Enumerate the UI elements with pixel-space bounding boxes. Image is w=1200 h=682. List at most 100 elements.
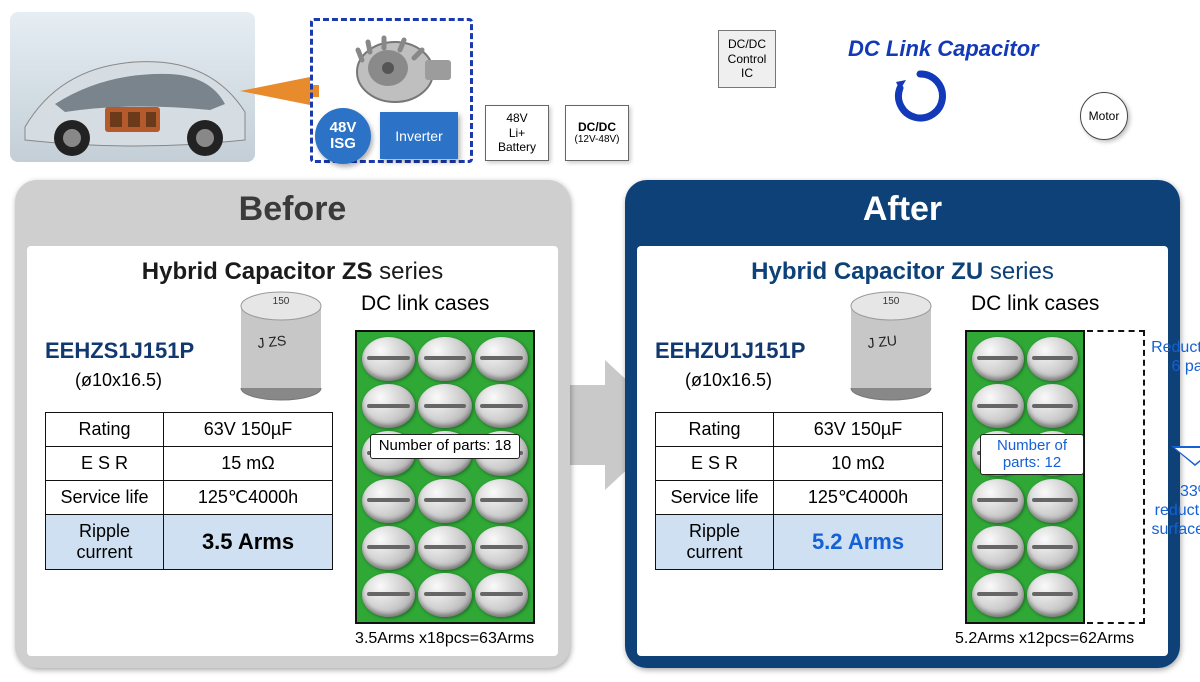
cell: Rating bbox=[46, 413, 164, 447]
capacitor-top-icon bbox=[475, 384, 528, 428]
ripple-value: 5.2 Arms bbox=[774, 515, 943, 570]
capacitor-top-icon bbox=[362, 479, 415, 523]
motor-node: Motor bbox=[1080, 92, 1128, 140]
cell: 15 mΩ bbox=[164, 447, 333, 481]
capacitor-top-icon bbox=[972, 573, 1024, 617]
capacitor-top-icon bbox=[475, 479, 528, 523]
before-spec-table: Rating63V 150µF E S R15 mΩ Service life1… bbox=[45, 412, 333, 570]
dcdc-ic-label: DC/DC Control IC bbox=[728, 37, 767, 80]
after-series-bold: Hybrid Capacitor ZU bbox=[751, 258, 983, 285]
capacitor-top-icon bbox=[418, 526, 471, 570]
capacitor-top-icon bbox=[1027, 479, 1079, 523]
before-calc: 3.5Arms x18pcs=63Arms bbox=[355, 630, 534, 648]
isg-badge: 48V ISG bbox=[315, 108, 371, 164]
capacitor-top-icon bbox=[418, 573, 471, 617]
after-title: After bbox=[625, 190, 1180, 229]
svg-text:J ZU: J ZU bbox=[867, 332, 898, 351]
capacitor-top-icon bbox=[362, 337, 415, 381]
alternator-image bbox=[340, 30, 460, 108]
dc-link-swirl-icon bbox=[890, 68, 950, 123]
capacitor-top-icon bbox=[362, 526, 415, 570]
cell: E S R bbox=[46, 447, 164, 481]
capacitor-top-icon bbox=[475, 526, 528, 570]
cell: 125℃4000h bbox=[164, 481, 333, 515]
before-parts-count-badge: Number of parts: 18 bbox=[370, 434, 520, 459]
capacitor-top-icon bbox=[475, 337, 528, 381]
capacitor-top-icon bbox=[972, 479, 1024, 523]
capacitor-top-icon bbox=[1027, 573, 1079, 617]
after-pcb-wrap bbox=[965, 330, 1085, 624]
before-panel-body: Hybrid Capacitor ZS series EEHZS1J151P (… bbox=[27, 246, 558, 656]
motor-label: Motor bbox=[1089, 109, 1120, 123]
before-series-bold: Hybrid Capacitor ZS bbox=[142, 258, 373, 285]
capacitor-top-icon bbox=[362, 573, 415, 617]
capacitor-top-icon bbox=[362, 384, 415, 428]
after-parts-count-badge: Number of parts: 12 bbox=[980, 434, 1084, 475]
after-dc-cases-label: DC link cases bbox=[971, 292, 1099, 316]
ripple-label: Ripple current bbox=[46, 515, 164, 570]
before-part-number: EEHZS1J151P bbox=[45, 338, 194, 364]
cell: 125℃4000h bbox=[774, 481, 943, 515]
capacitor-top-icon bbox=[418, 337, 471, 381]
after-removed-area-outline bbox=[1087, 330, 1145, 624]
battery-l1: 48V bbox=[506, 111, 527, 125]
cell: E S R bbox=[656, 447, 774, 481]
capacitor-top-icon bbox=[972, 384, 1024, 428]
after-panel: After Hybrid Capacitor ZU series EEHZU1J… bbox=[625, 180, 1180, 668]
svg-text:150: 150 bbox=[883, 296, 900, 307]
after-part-number: EEHZU1J151P bbox=[655, 338, 805, 364]
battery-l2: Li+ bbox=[509, 126, 525, 140]
dc-link-capacitor-title: DC Link Capacitor bbox=[848, 36, 1039, 62]
cell: Service life bbox=[46, 481, 164, 515]
capacitor-top-icon bbox=[418, 479, 471, 523]
capacitor-image: 150 J ZU bbox=[843, 288, 939, 404]
capacitor-top-icon bbox=[972, 337, 1024, 381]
after-size: (ø10x16.5) bbox=[685, 370, 772, 391]
battery-l3: Battery bbox=[498, 140, 536, 154]
cell: Service life bbox=[656, 481, 774, 515]
capacitor-top-icon bbox=[1027, 384, 1079, 428]
car-cutaway-image bbox=[10, 12, 255, 162]
inverter-box: Inverter bbox=[380, 112, 458, 159]
dcdc-control-ic-box: DC/DC Control IC bbox=[718, 30, 776, 88]
after-calc: 5.2Arms x12pcs=62Arms bbox=[955, 630, 1134, 648]
before-title: Before bbox=[15, 190, 570, 229]
callout-arrow-icon bbox=[240, 77, 310, 105]
svg-text:J ZS: J ZS bbox=[257, 332, 287, 351]
capacitor-top-icon bbox=[972, 526, 1024, 570]
cell: 10 mΩ bbox=[774, 447, 943, 481]
capacitor-top-icon bbox=[1027, 337, 1079, 381]
cell: 63V 150µF bbox=[164, 413, 333, 447]
top-row: 48V ISG Inverter 48V Li+ Battery DC/DC (… bbox=[10, 12, 1190, 167]
capacitor-image: 150 J ZS bbox=[233, 288, 329, 404]
cell: Rating bbox=[656, 413, 774, 447]
reduction-arrow-icon bbox=[1171, 446, 1200, 466]
reduction-area-text: 33% reduction in surface area bbox=[1151, 482, 1200, 540]
after-pcb-grid bbox=[965, 330, 1085, 624]
before-pcb-grid bbox=[355, 330, 535, 624]
after-panel-body: Hybrid Capacitor ZU series EEHZU1J151P (… bbox=[637, 246, 1168, 656]
dcdc-l2: (12V-48V) bbox=[574, 134, 619, 146]
battery-box: 48V Li+ Battery bbox=[485, 105, 549, 161]
ripple-value: 3.5 Arms bbox=[164, 515, 333, 570]
capacitor-top-icon bbox=[418, 384, 471, 428]
before-series-title: Hybrid Capacitor ZS series bbox=[45, 258, 540, 286]
before-size: (ø10x16.5) bbox=[75, 370, 162, 391]
ripple-label: Ripple current bbox=[656, 515, 774, 570]
reduction-parts-text: Reduction of 6 parts bbox=[1151, 338, 1200, 376]
before-series-suffix: series bbox=[373, 258, 444, 285]
after-series-title: Hybrid Capacitor ZU series bbox=[655, 258, 1150, 286]
dcdc-l1: DC/DC bbox=[578, 120, 616, 134]
after-spec-table: Rating63V 150µF E S R10 mΩ Service life1… bbox=[655, 412, 943, 570]
dcdc-box: DC/DC (12V-48V) bbox=[565, 105, 629, 161]
svg-text:150: 150 bbox=[273, 296, 290, 307]
before-panel: Before Hybrid Capacitor ZS series EEHZS1… bbox=[15, 180, 570, 668]
cell: 63V 150µF bbox=[774, 413, 943, 447]
after-series-suffix: series bbox=[983, 258, 1054, 285]
isg-badge-line2: ISG bbox=[330, 136, 356, 152]
capacitor-top-icon bbox=[1027, 526, 1079, 570]
isg-badge-line1: 48V bbox=[330, 120, 357, 136]
inverter-label: Inverter bbox=[395, 128, 442, 144]
capacitor-top-icon bbox=[475, 573, 528, 617]
before-dc-cases-label: DC link cases bbox=[361, 292, 489, 316]
